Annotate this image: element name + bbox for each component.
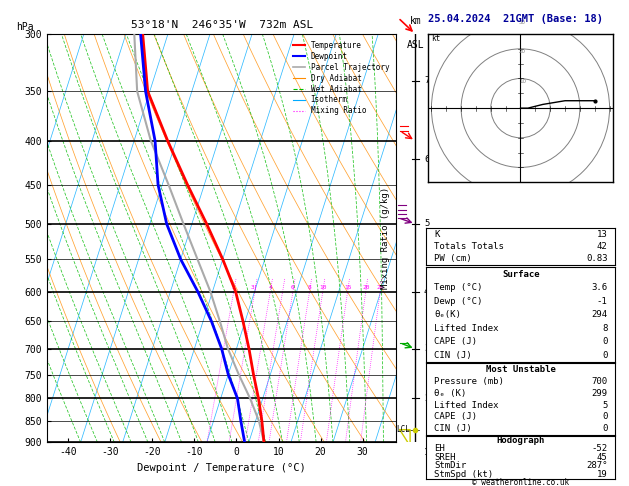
Text: 294: 294 (591, 310, 608, 319)
Text: 4: 4 (424, 287, 430, 296)
Text: 1: 1 (424, 448, 430, 457)
Text: 700: 700 (591, 377, 608, 385)
Text: EH: EH (434, 444, 445, 453)
Text: 8: 8 (602, 324, 608, 333)
Text: Totals Totals: Totals Totals (434, 242, 504, 251)
Text: 30: 30 (519, 19, 526, 25)
Text: 19: 19 (597, 470, 608, 479)
X-axis label: Dewpoint / Temperature (°C): Dewpoint / Temperature (°C) (137, 463, 306, 473)
Text: 8: 8 (308, 284, 311, 290)
Text: 25: 25 (376, 284, 384, 290)
Text: Temp (°C): Temp (°C) (434, 283, 482, 292)
Text: 4: 4 (269, 284, 272, 290)
Text: 7: 7 (424, 76, 430, 85)
Text: 15: 15 (344, 284, 352, 290)
Text: StmDir: StmDir (434, 461, 466, 470)
Text: 6: 6 (424, 155, 430, 164)
Text: 0: 0 (602, 351, 608, 360)
Text: Dewp (°C): Dewp (°C) (434, 296, 482, 306)
Text: CAPE (J): CAPE (J) (434, 413, 477, 421)
Text: SREH: SREH (434, 453, 455, 462)
Text: ASL: ASL (406, 40, 424, 50)
Text: 20: 20 (362, 284, 369, 290)
Text: 42: 42 (597, 242, 608, 251)
Text: 0.83: 0.83 (586, 254, 608, 263)
Text: CAPE (J): CAPE (J) (434, 337, 477, 346)
Text: Surface: Surface (502, 270, 540, 278)
Text: hPa: hPa (16, 22, 33, 32)
Text: 3: 3 (424, 345, 430, 353)
Text: StmSpd (kt): StmSpd (kt) (434, 470, 493, 479)
Text: 6: 6 (291, 284, 295, 290)
Title: 53°18'N  246°35'W  732m ASL: 53°18'N 246°35'W 732m ASL (131, 20, 313, 31)
Text: km: km (409, 16, 421, 26)
Legend: Temperature, Dewpoint, Parcel Trajectory, Dry Adiabat, Wet Adiabat, Isotherm, Mi: Temperature, Dewpoint, Parcel Trajectory… (290, 38, 392, 119)
Text: 5: 5 (424, 219, 430, 228)
Text: © weatheronline.co.uk: © weatheronline.co.uk (472, 478, 569, 486)
Text: θₑ(K): θₑ(K) (434, 310, 461, 319)
Text: 13: 13 (597, 230, 608, 239)
Text: 20: 20 (519, 49, 526, 54)
Text: -1: -1 (597, 296, 608, 306)
Text: 299: 299 (591, 388, 608, 398)
Text: 0: 0 (602, 337, 608, 346)
Text: 287°: 287° (586, 461, 608, 470)
Text: -52: -52 (591, 444, 608, 453)
Text: 3|: 3| (251, 284, 259, 290)
Text: CIN (J): CIN (J) (434, 351, 472, 360)
Text: 0: 0 (602, 413, 608, 421)
Text: θₑ (K): θₑ (K) (434, 388, 466, 398)
Text: 2: 2 (232, 284, 236, 290)
Text: 45: 45 (597, 453, 608, 462)
Text: PW (cm): PW (cm) (434, 254, 472, 263)
Text: 10: 10 (519, 79, 526, 84)
Text: Lifted Index: Lifted Index (434, 324, 499, 333)
Text: Mixing Ratio (g/kg): Mixing Ratio (g/kg) (381, 187, 391, 289)
Text: K: K (434, 230, 440, 239)
Text: Lifted Index: Lifted Index (434, 400, 499, 410)
Text: LCL: LCL (396, 425, 410, 434)
Text: Hodograph: Hodograph (497, 436, 545, 445)
Text: 10: 10 (319, 284, 326, 290)
Text: Most Unstable: Most Unstable (486, 364, 556, 374)
Text: 0: 0 (602, 424, 608, 434)
Text: 3.6: 3.6 (591, 283, 608, 292)
Text: 5: 5 (602, 400, 608, 410)
Text: kt: kt (431, 35, 441, 43)
Text: 25.04.2024  21GMT (Base: 18): 25.04.2024 21GMT (Base: 18) (428, 15, 603, 24)
Text: CIN (J): CIN (J) (434, 424, 472, 434)
Text: 2: 2 (424, 394, 430, 403)
Text: Pressure (mb): Pressure (mb) (434, 377, 504, 385)
